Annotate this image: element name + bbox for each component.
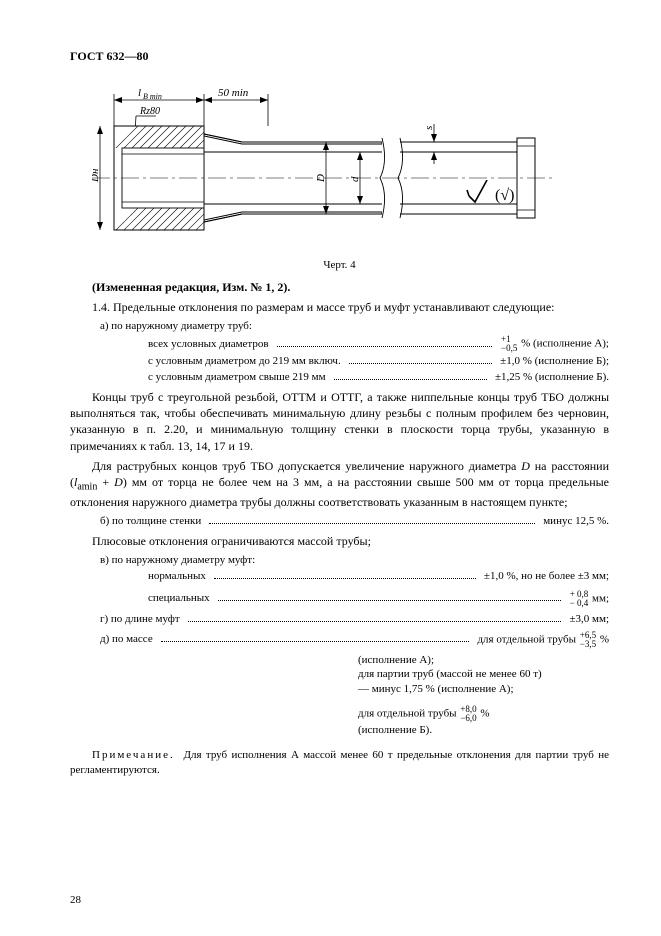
para-plus: Плюсовые отклонения ограничиваются массо…: [70, 533, 609, 549]
list-a: а) по наружному диаметру труб: всех усло…: [100, 319, 609, 385]
note-label: Примечание.: [92, 749, 175, 761]
revision-note: (Измененная редакция, Изм. № 1, 2).: [70, 279, 609, 295]
list-a-label-2: с условным диаметром свыше 219 мм: [148, 370, 330, 385]
list-a-val-0: +1−0,5 % (исполнение А);: [496, 335, 609, 353]
figure-caption: Черт. 4: [70, 258, 609, 273]
figure-4: l В min 50 min Rz80: [92, 82, 609, 254]
para-d: Для раструбных концов труб ТБО допускает…: [70, 458, 609, 510]
svg-text:s: s: [423, 126, 435, 130]
doc-header: ГОСТ 632—80: [70, 48, 609, 64]
list-v-row-0: нормальных ±1,0 %, но не более ±3 мм;: [148, 569, 609, 584]
list-a-heading: а) по наружному диаметру труб:: [100, 319, 609, 334]
svg-text:l: l: [138, 87, 141, 99]
list-d: д) по массе для отдельной трубы +6,5−3,5…: [100, 631, 609, 649]
svg-text:В min: В min: [143, 92, 162, 101]
page-number: 28: [70, 893, 81, 908]
svg-text:d: d: [349, 176, 361, 182]
dots: [277, 339, 492, 347]
page: ГОСТ 632—80 l В min 50 min Rz80: [0, 0, 661, 936]
list-d-extra: (исполнение А); для партии труб (массой …: [358, 653, 609, 738]
list-a-row-1: с условным диаметром до 219 мм включ. ±1…: [148, 354, 609, 369]
note: Примечание. Для труб исполнения А массой…: [70, 748, 609, 778]
drawing-svg: l В min 50 min Rz80: [92, 82, 562, 254]
svg-text:Rz80: Rz80: [139, 106, 160, 117]
list-a-row-0: всех условных диаметров +1−0,5 % (исполн…: [148, 335, 609, 353]
list-b: б) по толщине стенки минус 12,5 %.: [100, 514, 609, 529]
svg-text:Dн: Dн: [92, 168, 101, 183]
list-v-heading: в) по наружному диаметру муфт:: [100, 553, 609, 568]
list-a-val-2: ±1,25 % (исполнение Б).: [491, 370, 609, 385]
list-a-label-0: всех условных диаметров: [148, 337, 273, 352]
para-1-4: 1.4. Предельные отклонения по размерам и…: [70, 299, 609, 315]
list-v: в) по наружному диаметру муфт: нормальны…: [100, 553, 609, 608]
list-a-label-1: с условным диаметром до 219 мм включ.: [148, 354, 345, 369]
svg-text:50 min: 50 min: [218, 87, 249, 99]
list-v-row-1: специальных + 0,8− 0,4 мм;: [148, 590, 609, 608]
svg-text:D: D: [315, 174, 327, 183]
list-a-val-1: ±1,0 % (исполнение Б);: [496, 354, 609, 369]
list-g: г) по длине муфт ±3,0 мм;: [100, 612, 609, 627]
dots: [209, 516, 535, 524]
list-b-label: б) по толщине стенки: [100, 514, 205, 529]
list-a-row-2: с условным диаметром свыше 219 мм ±1,25 …: [148, 370, 609, 385]
para-tbo: Концы труб с треугольной резьбой, ОТТМ и…: [70, 389, 609, 454]
dots: [334, 372, 487, 380]
surface-finish-symbol: (√): [465, 180, 527, 206]
list-b-val: минус 12,5 %.: [539, 514, 609, 529]
dots: [349, 357, 492, 365]
svg-text:(√): (√): [495, 187, 514, 204]
